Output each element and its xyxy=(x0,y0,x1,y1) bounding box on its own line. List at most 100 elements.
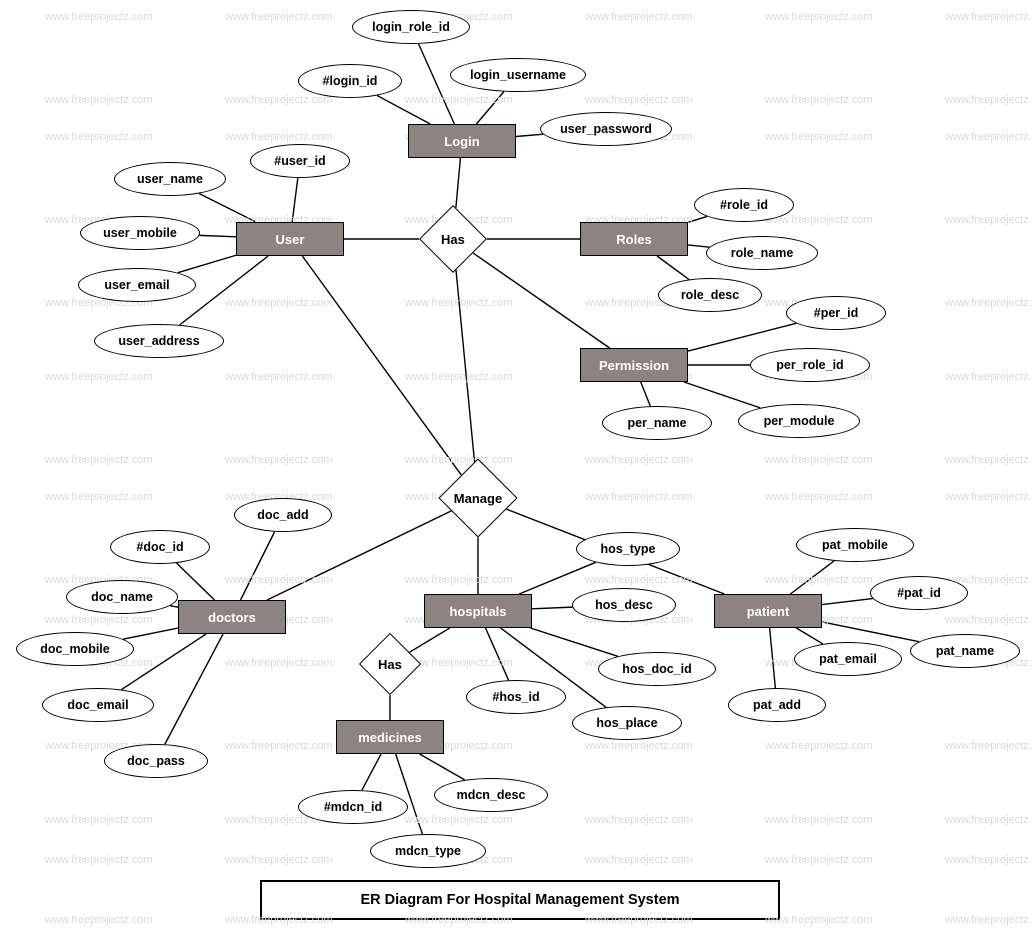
attribute-hos_place: hos_place xyxy=(572,706,682,740)
attribute-login_id: #login_id xyxy=(298,64,402,98)
attribute-doc_pass: doc_pass xyxy=(104,744,208,778)
attribute-doc_name: doc_name xyxy=(66,580,178,614)
watermark-text: www.freeprojectz.com xyxy=(405,574,513,586)
watermark-text: www.freeprojectz.com xyxy=(225,740,333,752)
watermark-text: www.freeprojectz.com xyxy=(945,740,1032,752)
attribute-doc_id: #doc_id xyxy=(110,530,210,564)
watermark-text: www.freeprojectz.com xyxy=(45,131,153,143)
attribute-hos_desc: hos_desc xyxy=(572,588,676,622)
watermark-text: www.freeprojectz.com xyxy=(585,574,693,586)
watermark-text: www.freeprojectz.com xyxy=(765,491,873,503)
watermark-text: www.freeprojectz.com xyxy=(405,814,513,826)
entity-roles: Roles xyxy=(580,222,688,256)
attribute-per_role_id: per_role_id xyxy=(750,348,870,382)
watermark-text: www.freeprojectz.com xyxy=(405,371,513,383)
watermark-text: www.freeprojectz.com xyxy=(405,94,513,106)
watermark-text: www.freeprojectz.com xyxy=(405,657,513,669)
watermark-text: www.freeprojectz.com xyxy=(765,131,873,143)
watermark-text: www.freeprojectz.com xyxy=(45,11,153,23)
attribute-user_mobile: user_mobile xyxy=(80,216,200,250)
watermark-text: www.freeprojectz.com xyxy=(765,94,873,106)
watermark-text: www.freeprojectz.com xyxy=(945,814,1032,826)
watermark-text: www.freeprojectz.com xyxy=(225,131,333,143)
entity-medicines: medicines xyxy=(336,720,444,754)
watermark-text: www.freeprojectz.com xyxy=(765,740,873,752)
attribute-user_email: user_email xyxy=(78,268,196,302)
watermark-text: www.freeprojectz.com xyxy=(225,297,333,309)
watermark-text: www.freeprojectz.com xyxy=(765,814,873,826)
watermark-text: www.freeprojectz.com xyxy=(225,371,333,383)
watermark-text: www.freeprojectz.com xyxy=(945,131,1032,143)
watermark-text: www.freeprojectz.com xyxy=(945,491,1032,503)
watermark-text: www.freeprojectz.com xyxy=(765,454,873,466)
attribute-per_module: per_module xyxy=(738,404,860,438)
attribute-doc_email: doc_email xyxy=(42,688,154,722)
er-diagram-canvas: ER Diagram For Hospital Management Syste… xyxy=(0,0,1032,941)
watermark-text: www.freeprojectz.com xyxy=(45,371,153,383)
attribute-pat_add: pat_add xyxy=(728,688,826,722)
attribute-role_desc: role_desc xyxy=(658,278,762,312)
attribute-per_name: per_name xyxy=(602,406,712,440)
watermark-text: www.freeprojectz.com xyxy=(945,854,1032,866)
attribute-mdcn_desc: mdcn_desc xyxy=(434,778,548,812)
entity-doctors: doctors xyxy=(178,600,286,634)
entity-user: User xyxy=(236,222,344,256)
attribute-login_username: login_username xyxy=(450,58,586,92)
attribute-user_password: user_password xyxy=(540,112,672,146)
watermark-text: www.freeprojectz.com xyxy=(945,371,1032,383)
watermark-text: www.freeprojectz.com xyxy=(45,854,153,866)
watermark-text: www.freeprojectz.com xyxy=(585,814,693,826)
watermark-text: www.freeprojectz.com xyxy=(945,614,1032,626)
watermark-text: www.freeprojectz.com xyxy=(225,854,333,866)
watermark-text: www.freeprojectz.com xyxy=(945,214,1032,226)
attribute-user_id: #user_id xyxy=(250,144,350,178)
watermark-text: www.freeprojectz.com xyxy=(45,614,153,626)
watermark-text: www.freeprojectz.com xyxy=(405,297,513,309)
watermark-text: www.freeprojectz.com xyxy=(585,94,693,106)
watermark-text: www.freeprojectz.com xyxy=(405,454,513,466)
watermark-text: www.freeprojectz.com xyxy=(945,94,1032,106)
attribute-pat_id: #pat_id xyxy=(870,576,968,610)
watermark-text: www.freeprojectz.com xyxy=(45,491,153,503)
attribute-pat_mobile: pat_mobile xyxy=(796,528,914,562)
attribute-per_id: #per_id xyxy=(786,296,886,330)
watermark-text: www.freeprojectz.com xyxy=(945,454,1032,466)
watermark-text: www.freeprojectz.com xyxy=(765,854,873,866)
relationship-has1 xyxy=(419,205,487,273)
entity-login: Login xyxy=(408,124,516,158)
attribute-role_name: role_name xyxy=(706,236,818,270)
watermark-text: www.freeprojectz.com xyxy=(585,11,693,23)
watermark-text: www.freeprojectz.com xyxy=(945,11,1032,23)
diagram-title: ER Diagram For Hospital Management Syste… xyxy=(260,880,780,920)
attribute-user_name: user_name xyxy=(114,162,226,196)
watermark-text: www.freeprojectz.com xyxy=(45,94,153,106)
watermark-text: www.freeprojectz.com xyxy=(585,854,693,866)
watermark-text: www.freeprojectz.com xyxy=(765,574,873,586)
entity-permission: Permission xyxy=(580,348,688,382)
attribute-doc_mobile: doc_mobile xyxy=(16,632,134,666)
watermark-text: www.freeprojectz.com xyxy=(225,657,333,669)
watermark-text: www.freeprojectz.com xyxy=(585,491,693,503)
attribute-login_role_id: login_role_id xyxy=(352,10,470,44)
attribute-pat_email: pat_email xyxy=(794,642,902,676)
watermark-text: www.freeprojectz.com xyxy=(225,454,333,466)
relationship-manage xyxy=(438,458,517,537)
attribute-doc_add: doc_add xyxy=(234,498,332,532)
relationship-has2 xyxy=(359,633,421,695)
entity-hospitals: hospitals xyxy=(424,594,532,628)
attribute-mdcn_type: mdcn_type xyxy=(370,834,486,868)
watermark-text: www.freeprojectz.com xyxy=(45,454,153,466)
attribute-hos_type: hos_type xyxy=(576,532,680,566)
watermark-text: www.freeprojectz.com xyxy=(225,11,333,23)
watermark-text: www.freeprojectz.com xyxy=(945,914,1032,926)
watermark-text: www.freeprojectz.com xyxy=(225,574,333,586)
watermark-text: www.freeprojectz.com xyxy=(945,297,1032,309)
watermark-text: www.freeprojectz.com xyxy=(585,740,693,752)
attribute-hos_doc_id: hos_doc_id xyxy=(598,652,716,686)
attribute-pat_name: pat_name xyxy=(910,634,1020,668)
watermark-text: www.freeprojectz.com xyxy=(225,94,333,106)
attribute-mdcn_id: #mdcn_id xyxy=(298,790,408,824)
watermark-text: www.freeprojectz.com xyxy=(585,454,693,466)
entity-patient: patient xyxy=(714,594,822,628)
watermark-text: www.freeprojectz.com xyxy=(765,914,873,926)
